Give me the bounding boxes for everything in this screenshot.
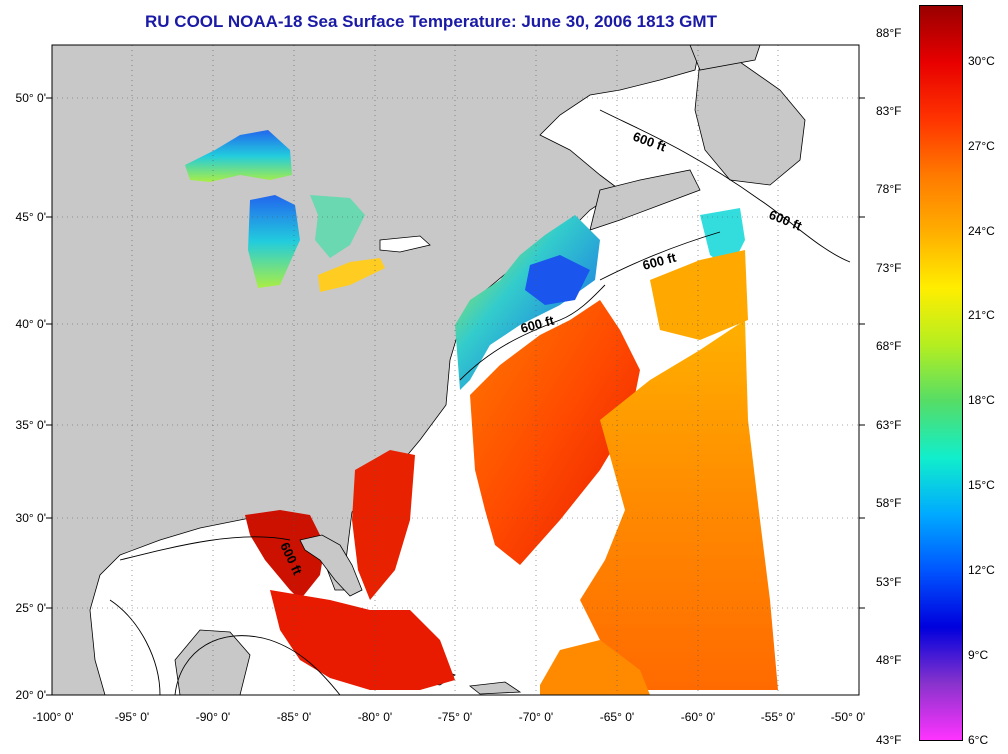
lat-label: 30° 0' bbox=[15, 511, 46, 525]
sargasso-sst bbox=[580, 320, 778, 690]
lon-label: -85° 0' bbox=[276, 710, 312, 724]
frame-ticks bbox=[46, 97, 865, 696]
gulf-of-maine-sst bbox=[525, 255, 590, 305]
land-florida bbox=[299, 534, 363, 597]
colorbar-celsius-label: 18°C bbox=[968, 393, 995, 407]
colorbar-fahrenheit-label: 63°F bbox=[876, 418, 902, 432]
lat-label: 45° 0' bbox=[15, 210, 46, 224]
lon-label: -95° 0' bbox=[114, 710, 150, 724]
lon-label: -90° 0' bbox=[195, 710, 231, 724]
lon-label: -75° 0' bbox=[437, 710, 473, 724]
lon-label: -60° 0' bbox=[680, 710, 716, 724]
colorbar-celsius-label: 27°C bbox=[968, 139, 995, 153]
colorbar-celsius-label: 9°C bbox=[968, 648, 989, 662]
colorbar-celsius-label: 6°C bbox=[968, 733, 989, 747]
isobath-600ft-gulf bbox=[109, 536, 291, 696]
sst-map[interactable]: 600 ft 600 ft 600 ft 600 ft 600 ft bbox=[0, 0, 870, 754]
atlantic-east-sst bbox=[650, 250, 748, 340]
land-hispaniola bbox=[468, 681, 522, 695]
colorbar-fahrenheit-label: 53°F bbox=[876, 575, 902, 589]
lat-label: 35° 0' bbox=[15, 418, 46, 432]
graticule bbox=[52, 45, 859, 695]
lake-huron-sst bbox=[310, 195, 365, 258]
colorbar-fahrenheit-label: 88°F bbox=[876, 26, 902, 40]
chart-title: RU COOL NOAA-18 Sea Surface Temperature:… bbox=[145, 12, 717, 31]
colorbar-celsius-label: 24°C bbox=[968, 224, 995, 238]
lake-superior-sst bbox=[185, 130, 292, 182]
plot-frame bbox=[51, 44, 860, 696]
lake-michigan-huron-sst bbox=[248, 195, 300, 288]
land-maritimes bbox=[589, 169, 701, 231]
colorbar-fahrenheit-label: 43°F bbox=[876, 733, 902, 747]
lon-label: -70° 0' bbox=[518, 710, 554, 724]
florida-gulf-sst bbox=[245, 510, 325, 600]
colorbar-fahrenheit-label: 48°F bbox=[876, 653, 902, 667]
lat-label: 20° 0' bbox=[15, 688, 46, 702]
temperature-colorbar bbox=[919, 5, 963, 741]
lat-label: 25° 0' bbox=[15, 601, 46, 615]
colorbar-fahrenheit-label: 73°F bbox=[876, 261, 902, 275]
south-atlantic-sst bbox=[540, 640, 650, 695]
bahamas-caribbean-sst bbox=[270, 590, 455, 690]
colorbar-fahrenheit-label: 58°F bbox=[876, 496, 902, 510]
colorbar-celsius-label: 21°C bbox=[968, 308, 995, 322]
lat-label: 40° 0' bbox=[15, 317, 46, 331]
colorbar-celsius-label: 30°C bbox=[968, 54, 995, 68]
lon-label: -50° 0' bbox=[830, 710, 866, 724]
gulf-shelf-outline bbox=[174, 635, 341, 696]
lon-label: -55° 0' bbox=[760, 710, 796, 724]
lon-label: -100° 0' bbox=[32, 710, 74, 724]
colorbar-celsius-label: 15°C bbox=[968, 478, 995, 492]
colorbar-fahrenheit-label: 78°F bbox=[876, 182, 902, 196]
land-north-america bbox=[51, 44, 701, 696]
lon-label: -80° 0' bbox=[357, 710, 393, 724]
lake-ontario-sst bbox=[379, 235, 431, 253]
isobath-600ft-shelf bbox=[459, 231, 721, 381]
lake-erie-sst bbox=[318, 258, 385, 292]
colorbar-celsius-label: 12°C bbox=[968, 563, 995, 577]
lat-label: 50° 0' bbox=[15, 91, 46, 105]
southeast-coast-sst bbox=[352, 450, 415, 600]
lon-label: -65° 0' bbox=[599, 710, 635, 724]
gulf-stream-sst bbox=[470, 300, 640, 565]
colorbar-fahrenheit-label: 83°F bbox=[876, 104, 902, 118]
land-newfoundland bbox=[694, 59, 806, 186]
colorbar-fahrenheit-label: 68°F bbox=[876, 339, 902, 353]
isobath-600ft bbox=[599, 109, 851, 263]
